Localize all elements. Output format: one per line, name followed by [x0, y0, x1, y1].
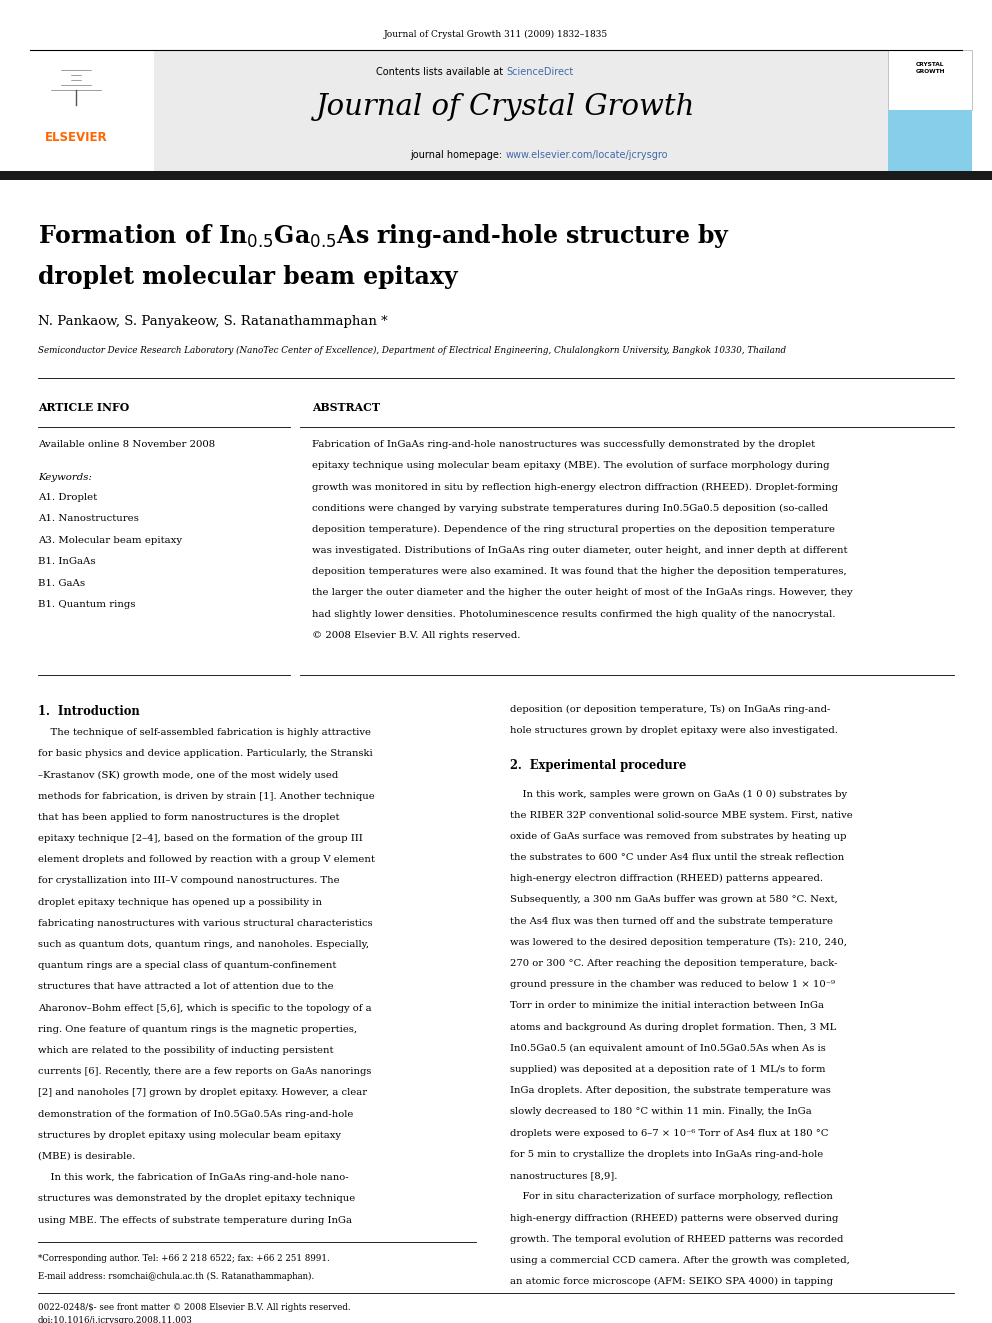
Text: Contents lists available at: Contents lists available at — [376, 67, 506, 77]
Text: for crystallization into III–V compound nanostructures. The: for crystallization into III–V compound … — [38, 876, 339, 885]
Text: In0.5Ga0.5 (an equivalent amount of In0.5Ga0.5As when As is: In0.5Ga0.5 (an equivalent amount of In0.… — [510, 1044, 825, 1053]
Text: the RIBER 32P conventional solid-source MBE system. First, native: the RIBER 32P conventional solid-source … — [510, 811, 853, 820]
Text: conditions were changed by varying substrate temperatures during In0.5Ga0.5 depo: conditions were changed by varying subst… — [312, 504, 828, 513]
Text: InGa droplets. After deposition, the substrate temperature was: InGa droplets. After deposition, the sub… — [510, 1086, 831, 1095]
Text: Available online 8 November 2008: Available online 8 November 2008 — [38, 441, 215, 448]
Text: A1. Nanostructures: A1. Nanostructures — [38, 515, 139, 524]
Text: structures that have attracted a lot of attention due to the: structures that have attracted a lot of … — [38, 983, 333, 991]
Text: slowly decreased to 180 °C within 11 min. Finally, the InGa: slowly decreased to 180 °C within 11 min… — [510, 1107, 811, 1117]
Text: methods for fabrication, is driven by strain [1]. Another technique: methods for fabrication, is driven by st… — [38, 791, 375, 800]
Text: [2] and nanoholes [7] grown by droplet epitaxy. However, a clear: [2] and nanoholes [7] grown by droplet e… — [38, 1089, 367, 1097]
Text: 270 or 300 °C. After reaching the deposition temperature, back-: 270 or 300 °C. After reaching the deposi… — [510, 959, 837, 968]
Text: epitaxy technique using molecular beam epitaxy (MBE). The evolution of surface m: epitaxy technique using molecular beam e… — [312, 462, 829, 470]
Bar — [0, 50, 154, 175]
Text: deposition (or deposition temperature, Ts) on InGaAs ring-and-: deposition (or deposition temperature, T… — [510, 705, 830, 714]
Text: The technique of self-assembled fabrication is highly attractive: The technique of self-assembled fabricat… — [38, 728, 371, 737]
Text: ring. One feature of quantum rings is the magnetic properties,: ring. One feature of quantum rings is th… — [38, 1025, 357, 1033]
Text: using MBE. The effects of substrate temperature during InGa: using MBE. The effects of substrate temp… — [38, 1216, 352, 1225]
Text: had slightly lower densities. Photoluminescence results confirmed the high quali: had slightly lower densities. Photolumin… — [312, 610, 835, 619]
Text: high-energy electron diffraction (RHEED) patterns appeared.: high-energy electron diffraction (RHEED)… — [510, 875, 823, 884]
Text: ELSEVIER: ELSEVIER — [45, 131, 108, 144]
Text: such as quantum dots, quantum rings, and nanoholes. Especially,: such as quantum dots, quantum rings, and… — [38, 941, 369, 949]
Text: atoms and background As during droplet formation. Then, 3 ML: atoms and background As during droplet f… — [510, 1023, 836, 1032]
Text: demonstration of the formation of In0.5Ga0.5As ring-and-hole: demonstration of the formation of In0.5G… — [38, 1110, 353, 1119]
Text: fabricating nanostructures with various structural characteristics: fabricating nanostructures with various … — [38, 918, 373, 927]
Text: high-energy diffraction (RHEED) patterns were observed during: high-energy diffraction (RHEED) patterns… — [510, 1213, 838, 1222]
Text: that has been applied to form nanostructures is the droplet: that has been applied to form nanostruct… — [38, 812, 339, 822]
Text: currents [6]. Recently, there are a few reports on GaAs nanorings: currents [6]. Recently, there are a few … — [38, 1068, 371, 1076]
Text: oxide of GaAs surface was removed from substrates by heating up: oxide of GaAs surface was removed from s… — [510, 832, 846, 841]
Text: 2.  Experimental procedure: 2. Experimental procedure — [510, 759, 686, 773]
Bar — [0, 171, 992, 180]
Text: N. Pankaow, S. Panyakeow, S. Ratanathammaphan *: N. Pankaow, S. Panyakeow, S. Ratanathamm… — [38, 315, 388, 328]
Text: for 5 min to crystallize the droplets into InGaAs ring-and-hole: for 5 min to crystallize the droplets in… — [510, 1150, 823, 1159]
Text: 0022-0248/$- see front matter © 2008 Elsevier B.V. All rights reserved.: 0022-0248/$- see front matter © 2008 Els… — [38, 1303, 350, 1312]
Text: structures was demonstrated by the droplet epitaxy technique: structures was demonstrated by the dropl… — [38, 1195, 355, 1204]
Text: B1. Quantum rings: B1. Quantum rings — [38, 601, 136, 610]
Text: –Krastanov (SK) growth mode, one of the most widely used: –Krastanov (SK) growth mode, one of the … — [38, 770, 338, 779]
Text: droplet epitaxy technique has opened up a possibility in: droplet epitaxy technique has opened up … — [38, 897, 322, 906]
Text: B1. InGaAs: B1. InGaAs — [38, 557, 95, 566]
Text: an atomic force microscope (AFM: SEIKO SPA 4000) in tapping: an atomic force microscope (AFM: SEIKO S… — [510, 1277, 833, 1286]
Text: For in situ characterization of surface morphology, reflection: For in situ characterization of surface … — [510, 1192, 833, 1201]
Text: Formation of In$_{0.5}$Ga$_{0.5}$As ring-and-hole structure by: Formation of In$_{0.5}$Ga$_{0.5}$As ring… — [38, 222, 730, 250]
Bar — [888, 110, 972, 175]
Text: was lowered to the desired deposition temperature (Ts): 210, 240,: was lowered to the desired deposition te… — [510, 938, 847, 947]
Text: deposition temperature). Dependence of the ring structural properties on the dep: deposition temperature). Dependence of t… — [312, 525, 835, 534]
Text: journal homepage:: journal homepage: — [411, 149, 506, 160]
Bar — [888, 50, 972, 110]
Text: E-mail address: rsomchai@chula.ac.th (S. Ratanathammaphan).: E-mail address: rsomchai@chula.ac.th (S.… — [38, 1271, 314, 1281]
Text: which are related to the possibility of inducting persistent: which are related to the possibility of … — [38, 1046, 333, 1054]
Text: ground pressure in the chamber was reduced to below 1 × 10⁻⁹: ground pressure in the chamber was reduc… — [510, 980, 835, 990]
Text: (MBE) is desirable.: (MBE) is desirable. — [38, 1152, 135, 1162]
Text: quantum rings are a special class of quantum-confinement: quantum rings are a special class of qua… — [38, 962, 336, 970]
Text: Journal of Crystal Growth 311 (2009) 1832–1835: Journal of Crystal Growth 311 (2009) 183… — [384, 30, 608, 40]
Text: the larger the outer diameter and the higher the outer height of most of the InG: the larger the outer diameter and the hi… — [312, 589, 853, 598]
Text: Keywords:: Keywords: — [38, 474, 92, 482]
Text: Subsequently, a 300 nm GaAs buffer was grown at 580 °C. Next,: Subsequently, a 300 nm GaAs buffer was g… — [510, 896, 838, 905]
Text: droplets were exposed to 6–7 × 10⁻⁶ Torr of As4 flux at 180 °C: droplets were exposed to 6–7 × 10⁻⁶ Torr… — [510, 1129, 828, 1138]
Text: structures by droplet epitaxy using molecular beam epitaxy: structures by droplet epitaxy using mole… — [38, 1131, 341, 1140]
Text: growth was monitored in situ by reflection high-energy electron diffraction (RHE: growth was monitored in situ by reflecti… — [312, 483, 838, 492]
Text: Aharonov–Bohm effect [5,6], which is specific to the topology of a: Aharonov–Bohm effect [5,6], which is spe… — [38, 1004, 372, 1012]
Text: In this work, samples were grown on GaAs (1 0 0) substrates by: In this work, samples were grown on GaAs… — [510, 790, 847, 799]
Text: the As4 flux was then turned off and the substrate temperature: the As4 flux was then turned off and the… — [510, 917, 833, 926]
Text: 1.  Introduction: 1. Introduction — [38, 705, 140, 718]
Text: www.elsevier.com/locate/jcrysgro: www.elsevier.com/locate/jcrysgro — [506, 149, 669, 160]
Text: was investigated. Distributions of InGaAs ring outer diameter, outer height, and: was investigated. Distributions of InGaA… — [312, 546, 847, 556]
Text: ScienceDirect: ScienceDirect — [506, 67, 573, 77]
Text: droplet molecular beam epitaxy: droplet molecular beam epitaxy — [38, 265, 457, 288]
Text: In this work, the fabrication of InGaAs ring-and-hole nano-: In this work, the fabrication of InGaAs … — [38, 1174, 348, 1183]
Text: deposition temperatures were also examined. It was found that the higher the dep: deposition temperatures were also examin… — [312, 568, 847, 577]
Text: © 2008 Elsevier B.V. All rights reserved.: © 2008 Elsevier B.V. All rights reserved… — [312, 631, 521, 640]
Bar — [154, 50, 888, 175]
Text: *Corresponding author. Tel: +66 2 218 6522; fax: +66 2 251 8991.: *Corresponding author. Tel: +66 2 218 65… — [38, 1254, 329, 1263]
Text: doi:10.1016/j.jcrysgro.2008.11.003: doi:10.1016/j.jcrysgro.2008.11.003 — [38, 1316, 192, 1323]
Text: Torr in order to minimize the initial interaction between InGa: Torr in order to minimize the initial in… — [510, 1002, 824, 1011]
Text: growth. The temporal evolution of RHEED patterns was recorded: growth. The temporal evolution of RHEED … — [510, 1234, 843, 1244]
Text: nanostructures [8,9].: nanostructures [8,9]. — [510, 1171, 617, 1180]
Text: Journal of Crystal Growth: Journal of Crystal Growth — [316, 93, 695, 120]
Text: using a commercial CCD camera. After the growth was completed,: using a commercial CCD camera. After the… — [510, 1256, 850, 1265]
Text: Fabrication of InGaAs ring-and-hole nanostructures was successfully demonstrated: Fabrication of InGaAs ring-and-hole nano… — [312, 441, 815, 448]
Text: B1. GaAs: B1. GaAs — [38, 579, 85, 587]
Text: CRYSTAL
GROWTH: CRYSTAL GROWTH — [916, 62, 944, 74]
Text: hole structures grown by droplet epitaxy were also investigated.: hole structures grown by droplet epitaxy… — [510, 726, 838, 736]
Text: Semiconductor Device Research Laboratory (NanoTec Center of Excellence), Departm: Semiconductor Device Research Laboratory… — [38, 347, 786, 355]
Text: the substrates to 600 °C under As4 flux until the streak reflection: the substrates to 600 °C under As4 flux … — [510, 853, 844, 863]
Text: ABSTRACT: ABSTRACT — [312, 402, 380, 413]
Text: supplied) was deposited at a deposition rate of 1 ML/s to form: supplied) was deposited at a deposition … — [510, 1065, 825, 1074]
Text: A1. Droplet: A1. Droplet — [38, 493, 97, 501]
Text: ARTICLE INFO: ARTICLE INFO — [38, 402, 129, 413]
Text: element droplets and followed by reaction with a group V element: element droplets and followed by reactio… — [38, 855, 375, 864]
Text: epitaxy technique [2–4], based on the formation of the group III: epitaxy technique [2–4], based on the fo… — [38, 833, 363, 843]
Text: A3. Molecular beam epitaxy: A3. Molecular beam epitaxy — [38, 536, 183, 545]
Text: for basic physics and device application. Particularly, the Stranski: for basic physics and device application… — [38, 749, 373, 758]
